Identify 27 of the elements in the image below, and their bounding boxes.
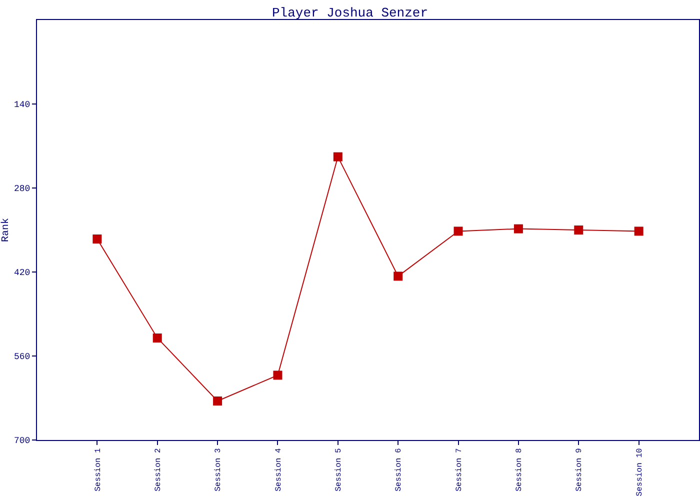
y-tick-label: 420: [14, 268, 30, 278]
y-axis-title: Rank: [0, 218, 12, 242]
x-tick-label: Session 9: [575, 448, 584, 492]
point: [92, 234, 102, 244]
chart-title: Player Joshua Senzer: [272, 6, 428, 21]
point: [273, 370, 282, 380]
x-tick-label: Session 2: [154, 448, 163, 492]
point: [574, 226, 584, 234]
point: [394, 272, 403, 281]
x-tick-label: Session 4: [274, 448, 284, 492]
point: [333, 152, 342, 162]
x-tick-label: Session 3: [214, 448, 224, 492]
y-tick-label: 560: [14, 352, 30, 362]
x-tick-label: Session 6: [394, 448, 404, 492]
point: [634, 226, 644, 236]
y-tick-label: 280: [14, 184, 30, 194]
x-tick-label: Session 5: [334, 448, 344, 492]
point: [454, 226, 463, 236]
y-tick-label: 700: [14, 436, 30, 446]
point: [152, 334, 162, 342]
point: [213, 396, 222, 406]
point: [514, 224, 523, 234]
x-tick-label: Session 10: [635, 448, 644, 496]
x-tick-label: Session 8: [515, 448, 524, 492]
x-tick-label: Session 1: [94, 448, 103, 492]
y-tick-label: 140: [14, 100, 30, 110]
x-tick-label: Session 7: [454, 448, 464, 492]
